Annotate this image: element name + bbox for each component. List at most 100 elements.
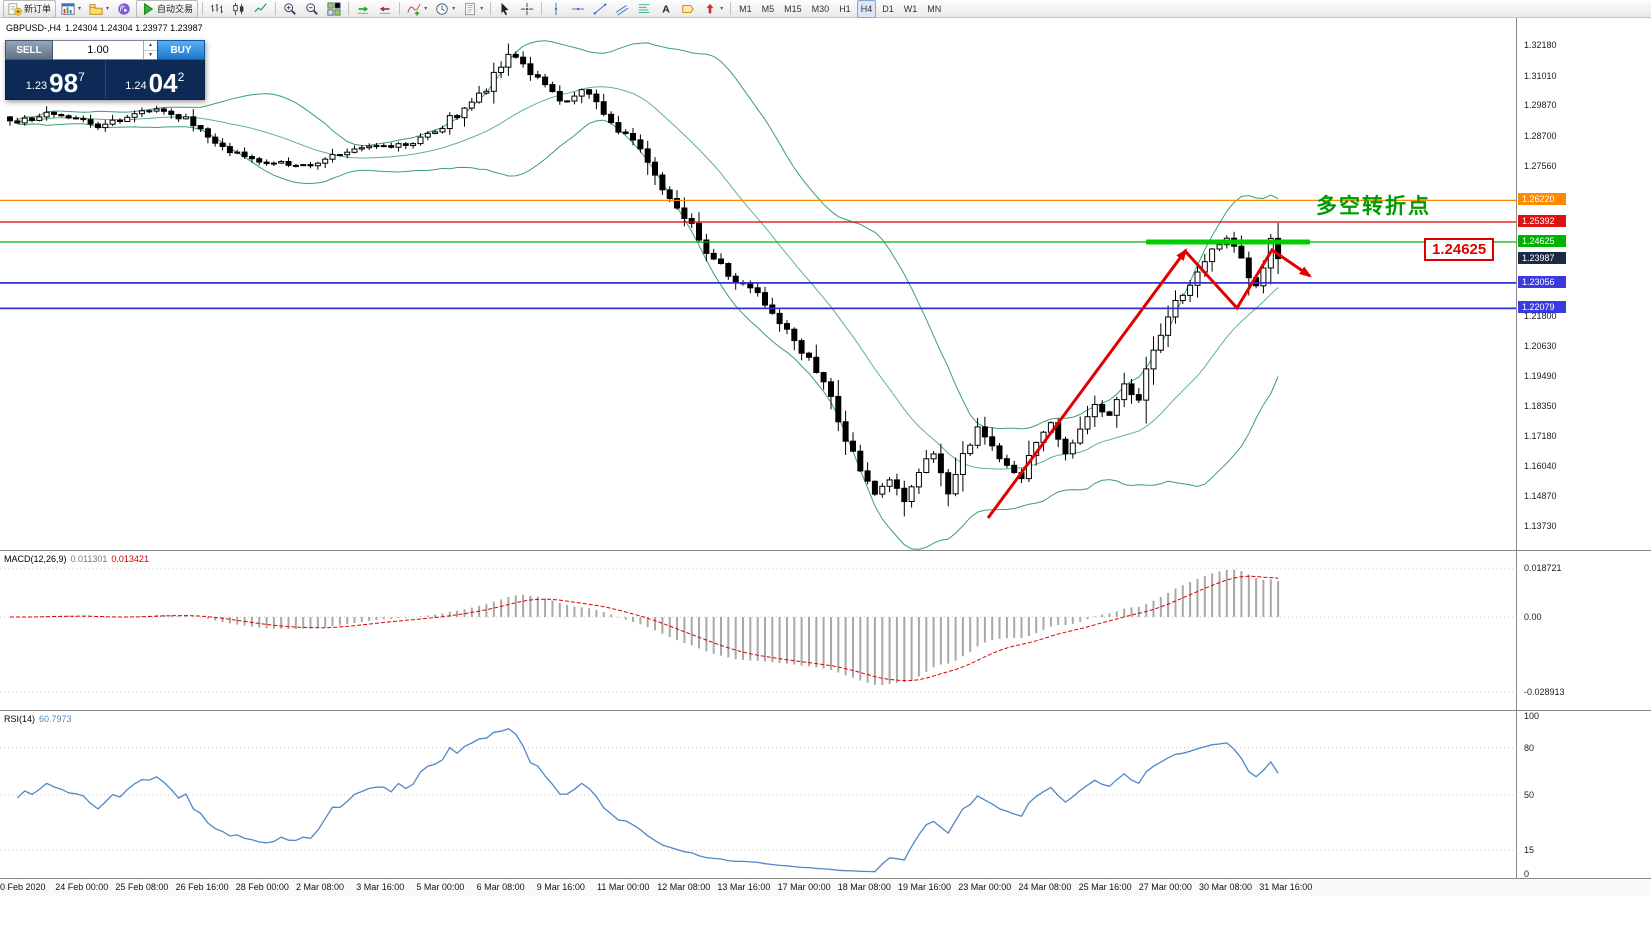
templates-button[interactable]: ▾ <box>460 0 486 18</box>
macd-signal-value: 0.013421 <box>111 554 149 564</box>
sell-button[interactable]: SELL <box>5 40 53 60</box>
level-lines[interactable] <box>0 199 1516 310</box>
cursor-tool-button[interactable] <box>495 0 515 18</box>
main-toolbar: 新订单 ▾ ▾ 自动交易 ▾ ▾ ▾ A ▾ M1 M5 M15 M30 H1 H4 D1 W1 MN <box>0 0 1651 18</box>
hline-icon <box>571 7 585 10</box>
volume-up-icon[interactable]: ▲ <box>144 41 157 51</box>
volume-value: 1.00 <box>87 44 109 56</box>
text-a-icon: A <box>662 3 670 15</box>
rsi-value: 60.7973 <box>39 714 72 724</box>
time-axis-label: 20 Feb 2020 <box>0 882 46 892</box>
time-axis-label: 2 Mar 08:00 <box>296 882 345 892</box>
crosshair-tool-button[interactable] <box>517 0 537 18</box>
time-axis-label: 13 Mar 16:00 <box>717 882 771 892</box>
zoom-out-button[interactable] <box>302 0 322 18</box>
one-click-trading-widget: SELL 1.00 ▲ ▼ BUY 1.23 98 7 1.24 04 2 <box>5 40 205 100</box>
time-axis-label: 26 Feb 16:00 <box>175 882 229 892</box>
zoom-in-icon <box>284 2 296 15</box>
chevron-down-icon: ▾ <box>78 6 82 12</box>
time-axis-label: 30 Mar 08:00 <box>1199 882 1253 892</box>
tf-d1-button[interactable]: D1 <box>878 0 898 18</box>
chart-shift-button[interactable] <box>375 0 395 18</box>
time-axis-label: 6 Mar 08:00 <box>476 882 525 892</box>
new-chart-button[interactable]: ▾ <box>58 0 84 18</box>
volume-spinner[interactable]: ▲ ▼ <box>143 41 157 59</box>
arrows-tool-button[interactable]: ▾ <box>700 0 726 18</box>
text-tool-button[interactable]: A <box>656 0 676 18</box>
channel-tool-button[interactable] <box>612 0 632 18</box>
rsi-panel-header: RSI(14) 60.7973 <box>4 714 72 724</box>
main-price-panel <box>0 40 1516 550</box>
time-axis-label: 5 Mar 00:00 <box>416 882 465 892</box>
tf-m1-button[interactable]: M1 <box>735 0 756 18</box>
new-order-button[interactable]: 新订单 <box>3 0 57 18</box>
fibonacci-tool-button[interactable] <box>634 0 654 18</box>
buy-button[interactable]: BUY <box>157 40 205 60</box>
chevron-down-icon: ▾ <box>452 6 456 12</box>
volume-field[interactable]: 1.00 ▲ ▼ <box>53 40 157 60</box>
tf-m30-label: M30 <box>811 3 830 14</box>
tf-h4-button[interactable]: H4 <box>856 0 877 18</box>
profiles-icon <box>89 3 103 15</box>
chart-window-icon <box>61 2 75 15</box>
vertical-line-tool-button[interactable] <box>546 0 566 18</box>
sell-price-prefix: 1.23 <box>25 79 48 92</box>
rsi-panel <box>0 727 1516 873</box>
chart-candles-mode-button[interactable] <box>229 0 249 18</box>
text-label-tool-button[interactable] <box>678 0 698 18</box>
time-axis[interactable]: 20 Feb 2020 24 Feb 00:00 25 Feb 08:00 26 Fe… <box>0 879 1651 896</box>
sell-price-display[interactable]: 1.23 98 7 <box>6 60 105 99</box>
tf-h4-label: H4 <box>860 3 873 14</box>
tf-m1-label: M1 <box>739 3 752 14</box>
fibo-icon <box>638 3 650 13</box>
chart-symbol: GBPUSD-,H4 <box>6 23 62 33</box>
toolbar-separator <box>399 2 401 15</box>
buy-price-big: 04 <box>148 67 178 98</box>
shift-icon <box>379 5 391 14</box>
macd-signal-line <box>10 575 1279 682</box>
line-icon <box>254 2 267 12</box>
chevron-down-icon: ▾ <box>720 6 724 12</box>
horizontal-line-tool-button[interactable] <box>568 0 588 18</box>
cursor-icon <box>501 2 509 15</box>
tf-h1-button[interactable]: H1 <box>835 0 855 18</box>
time-axis-label: 24 Feb 00:00 <box>55 882 109 892</box>
profiles-button[interactable]: ▾ <box>86 0 112 18</box>
trend-arrows[interactable] <box>986 247 1312 519</box>
time-axis-label: 28 Feb 00:00 <box>235 882 289 892</box>
time-axis-label: 3 Mar 16:00 <box>356 882 405 892</box>
new-order-icon <box>8 2 22 16</box>
crosshair-icon <box>520 2 534 15</box>
candles-icon <box>233 2 244 15</box>
tf-m15-button[interactable]: M15 <box>780 0 806 18</box>
chart-ohlc-values: 1.24304 1.24304 1.23977 1.23987 <box>65 23 203 33</box>
tf-d1-label: D1 <box>882 3 894 14</box>
auto-scroll-button[interactable] <box>353 0 373 18</box>
toolbar-separator <box>275 2 277 15</box>
toolbar-separator <box>490 2 492 15</box>
chart-line-mode-button[interactable] <box>251 0 271 18</box>
autotrading-button[interactable]: 自动交易 <box>136 0 199 18</box>
bars-icon <box>211 3 223 13</box>
indicators-list-button[interactable]: ▾ <box>404 0 430 18</box>
buy-price-display[interactable]: 1.24 04 2 <box>106 60 205 99</box>
price-level-callout[interactable]: 1.24625 <box>1424 238 1495 261</box>
tf-mn-button[interactable]: MN <box>923 0 945 18</box>
turning-point-annotation[interactable]: 多空转折点 <box>1316 195 1431 218</box>
notifications-button[interactable] <box>114 0 134 18</box>
zoom-in-button[interactable] <box>280 0 300 18</box>
chart-bars-mode-button[interactable] <box>207 0 227 18</box>
volume-down-icon[interactable]: ▼ <box>148 51 153 58</box>
new-order-label: 新订单 <box>24 4 52 14</box>
tf-m5-button[interactable]: M5 <box>758 0 779 18</box>
tf-w1-button[interactable]: W1 <box>900 0 922 18</box>
tile-windows-button[interactable] <box>324 0 344 18</box>
trendline-tool-button[interactable] <box>590 0 610 18</box>
periods-button[interactable]: ▾ <box>432 0 458 18</box>
tf-m30-button[interactable]: M30 <box>808 0 834 18</box>
toolbar-separator <box>202 2 204 15</box>
price-divider <box>104 60 106 99</box>
chevron-down-icon: ▾ <box>424 6 428 12</box>
